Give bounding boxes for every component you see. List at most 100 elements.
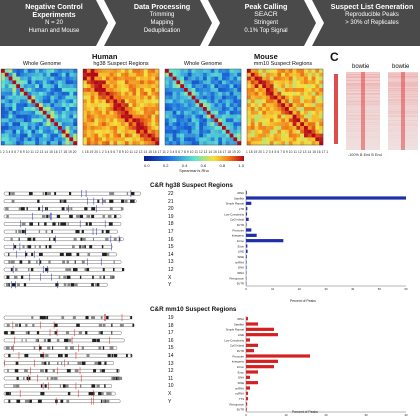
chromosome-band xyxy=(25,252,28,256)
chromosome-band xyxy=(91,316,95,320)
heatmap-cell xyxy=(176,88,181,92)
heatmap-cell xyxy=(237,69,242,73)
chromosome-band xyxy=(91,384,96,388)
bar xyxy=(246,239,284,243)
heatmap-cell xyxy=(214,114,219,119)
heatmap-cell xyxy=(155,69,160,73)
heatmap-cell xyxy=(90,103,95,108)
heatmap-cell xyxy=(143,110,148,115)
chromosome-band xyxy=(122,268,125,272)
heatmap-cell xyxy=(218,110,223,115)
heatmap-cell xyxy=(113,133,118,138)
heatmap-cell xyxy=(300,69,305,73)
heatmap-cell xyxy=(165,141,169,146)
heatmap-cell xyxy=(273,95,278,100)
heatmap-cell xyxy=(98,72,103,77)
heatmap-cell xyxy=(69,103,74,108)
heatmap-cell xyxy=(73,88,78,92)
heatmap-cell xyxy=(16,133,21,138)
heatmap-cell xyxy=(250,76,255,81)
colorbar-tick: 0.6 xyxy=(200,163,207,168)
chromosome-bar xyxy=(3,245,113,249)
heatmap-cell xyxy=(233,110,238,115)
colorbar-ticks: 0.0 0.2 0.4 0.6 0.8 1.0 xyxy=(144,163,244,168)
heatmap-cell xyxy=(237,126,242,130)
heatmap-cell xyxy=(113,126,118,130)
heatmap-mouse-whole-genome xyxy=(164,68,242,146)
heatmap-cell xyxy=(296,72,301,77)
heatmap-cell xyxy=(225,99,230,104)
heatmap-cell xyxy=(94,126,99,130)
heatmap-cell xyxy=(214,72,219,77)
heatmap-cell xyxy=(292,133,297,138)
heatmap-cell xyxy=(247,72,251,77)
heatmap-cell xyxy=(258,76,263,81)
heatmap-cell xyxy=(98,118,103,123)
heatmap-cell xyxy=(147,84,152,89)
heatmap-cell xyxy=(50,91,55,96)
heatmap-cell xyxy=(210,72,215,77)
workflow-step-line: Trimming xyxy=(149,12,175,18)
heatmap-cell xyxy=(187,114,192,119)
heatmap-cell xyxy=(300,126,305,130)
heatmap-cell xyxy=(307,80,312,85)
heatmap-cell xyxy=(105,137,110,142)
heatmap-cell xyxy=(136,122,141,127)
heatmap-cell xyxy=(319,84,324,89)
heatmap-cell xyxy=(311,76,316,81)
heatmap-cell xyxy=(254,80,259,85)
heatmap-cell xyxy=(73,129,78,134)
heatmap-cell xyxy=(61,84,66,89)
chromosome-band xyxy=(59,252,64,256)
heatmap-cell xyxy=(206,103,211,108)
bar-category-label: Satellite xyxy=(234,196,244,200)
heatmap-cell xyxy=(266,80,270,85)
heatmap-cell xyxy=(42,107,47,111)
heatmap-cell xyxy=(288,91,293,96)
chromosome-band xyxy=(33,346,36,350)
bar xyxy=(246,375,250,379)
heatmap-cell xyxy=(20,137,24,142)
heatmap-cell xyxy=(54,91,59,96)
chromosome-band xyxy=(70,346,74,350)
heatmap-cell xyxy=(31,114,36,119)
heatmap-cell xyxy=(35,141,40,146)
heatmap-cell xyxy=(155,141,160,146)
chromosome-label: 11 xyxy=(168,375,174,382)
heatmap-cell xyxy=(254,103,259,108)
heatmap-cell xyxy=(237,110,242,115)
heatmap-cell xyxy=(319,118,324,123)
heatmap-cell xyxy=(233,76,238,81)
heatmap-cell xyxy=(184,80,188,85)
heatmap-cell xyxy=(4,84,9,89)
bar-category-label: Low Complexity xyxy=(224,212,244,216)
heatmap-cell xyxy=(61,118,66,123)
heatmap-cell xyxy=(102,107,106,111)
bar xyxy=(246,338,250,342)
heatmap-cell xyxy=(206,118,211,123)
heatmap-cell xyxy=(109,114,114,119)
heatmap-cell xyxy=(143,107,148,111)
heatmap-cell xyxy=(54,76,59,81)
heatmap-cell xyxy=(12,84,17,89)
heatmap-cell xyxy=(4,118,9,123)
chromosome-band xyxy=(102,323,106,327)
heatmap-cell xyxy=(136,133,141,138)
chromosome-band xyxy=(60,399,64,403)
heatmap-cell xyxy=(31,99,36,104)
heatmap-cell xyxy=(258,133,263,138)
heatmap-cell xyxy=(199,133,204,138)
chromosome-band xyxy=(11,346,14,350)
heatmap-cell xyxy=(124,103,129,108)
heatmap-cell xyxy=(319,110,324,115)
heatmap-cell xyxy=(187,69,192,73)
heatmap-cell xyxy=(61,95,66,100)
heatmap-cell xyxy=(42,72,47,77)
heatmap-cell xyxy=(292,88,297,92)
heatmap-cell xyxy=(281,91,286,96)
heatmap-cell xyxy=(273,88,278,92)
chromosome-band xyxy=(46,207,48,211)
heatmap-cell xyxy=(266,103,270,108)
heatmap-cell xyxy=(288,141,293,146)
profile-center xyxy=(361,72,365,150)
